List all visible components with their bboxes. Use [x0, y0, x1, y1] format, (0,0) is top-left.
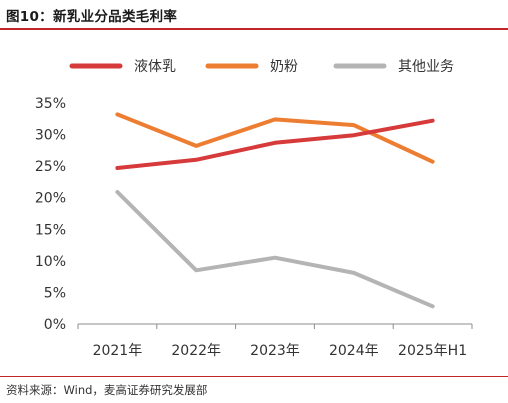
source-note: 资料来源：Wind，麦高证券研究发展部 — [6, 383, 208, 397]
x-tick-label: 2024年 — [329, 343, 379, 359]
x-tick-label: 2023年 — [250, 343, 300, 359]
y-tick-label: 15% — [35, 222, 66, 238]
series-layer — [115, 112, 435, 309]
x-axis: 2021年 2022年 2023年 2024年 2025年H1 — [77, 323, 473, 359]
bottom-rule — [0, 376, 508, 377]
y-tick-label: 35% — [35, 96, 66, 112]
legend-label: 奶粉 — [270, 59, 298, 75]
x-tick-label: 2022年 — [171, 343, 221, 359]
series-line — [115, 112, 435, 164]
y-tick-label: 0% — [44, 317, 66, 333]
x-tick-label: 2025年H1 — [398, 343, 467, 359]
y-tick-label: 25% — [35, 159, 66, 175]
y-tick-label: 10% — [35, 254, 66, 270]
x-tick-label: 2021年 — [93, 343, 143, 359]
series-line — [115, 118, 435, 170]
y-tick-label: 5% — [44, 285, 66, 301]
chart-title: 图10：新乳业分品类毛利率 — [6, 9, 178, 25]
line-chart: 液体乳 奶粉 其他业务 0%5%10%15%20%25%30%35% 2021年 20… — [35, 59, 473, 359]
y-axis: 0% 5% 10% 15% 20% 25% 30% 35% — [35, 96, 66, 333]
top-rule — [0, 28, 508, 30]
y-tick-label: 20% — [35, 191, 66, 207]
legend-label: 液体乳 — [134, 59, 176, 75]
legend: 液体乳 奶粉 其他业务 — [69, 59, 454, 75]
y-tick-label: 30% — [35, 128, 66, 144]
series-line — [115, 190, 435, 309]
legend-label: 其他业务 — [398, 59, 454, 75]
